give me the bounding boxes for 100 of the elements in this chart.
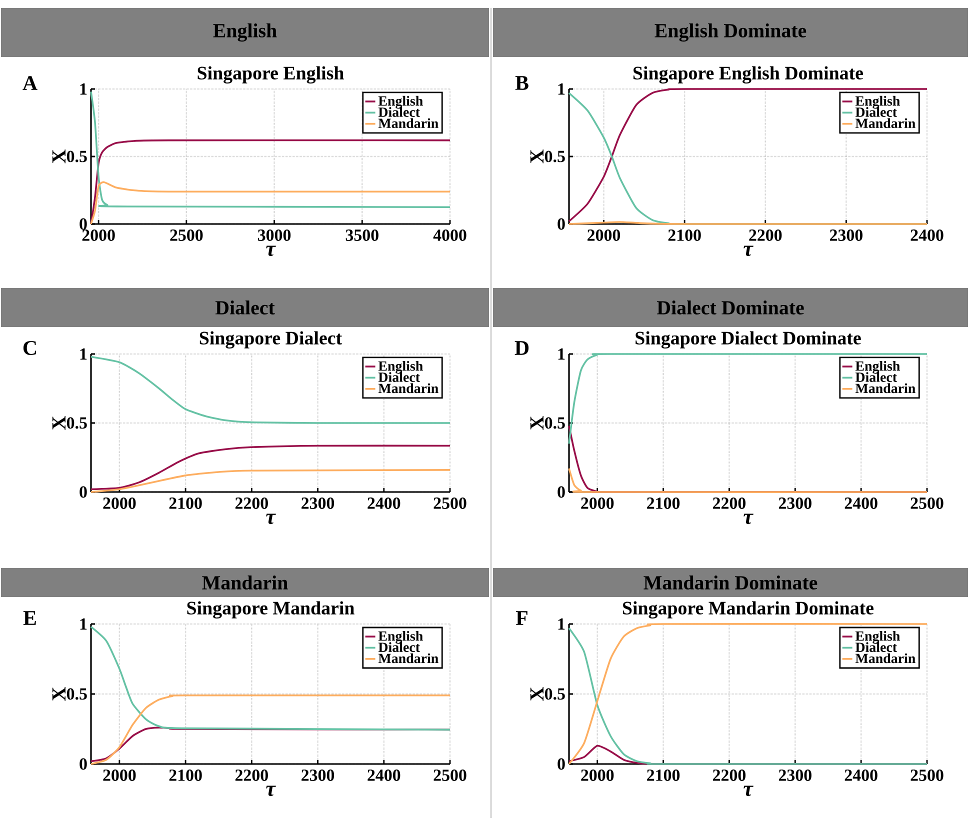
- y-tick-label: 0: [80, 486, 87, 498]
- y-tick-label: 1: [558, 83, 565, 95]
- y-tick-label: 0: [558, 758, 565, 770]
- x-tick-label: 2100: [169, 770, 202, 781]
- y-tick-label: 1: [558, 348, 565, 360]
- x-tick-label: 2500: [170, 230, 203, 241]
- x-tick-label: 2200: [749, 230, 782, 241]
- chart-subtitle: Singapore English: [198, 66, 344, 84]
- x-tick-label: 2100: [647, 770, 680, 781]
- x-tick-label: 2500: [910, 498, 944, 509]
- legend-label: English: [378, 96, 423, 109]
- chart-title: Mandarin Dominate: [644, 575, 818, 590]
- legend-label: English: [855, 360, 900, 374]
- x-tick-label: 2000: [581, 498, 614, 509]
- y-tick-label: 0: [80, 218, 87, 230]
- text: A: [22, 76, 38, 90]
- legend-label: Mandarin: [855, 653, 916, 664]
- x-tick-label: 2500: [434, 770, 466, 781]
- text: D: [514, 341, 529, 355]
- y-tick-label: 0.5: [66, 150, 87, 162]
- x-tick-label: 2200: [235, 770, 268, 781]
- x-tick-label: 3500: [346, 230, 378, 241]
- text: E: [23, 611, 36, 625]
- y-tick-label: 1: [558, 618, 565, 630]
- y-tick-label: 1: [80, 83, 87, 95]
- x-axis-title: τ: [744, 786, 754, 796]
- x-tick-label: 2300: [830, 230, 862, 241]
- y-axis-title: X: [530, 416, 544, 430]
- x-tick-label: 4000: [433, 230, 466, 241]
- x-tick-label: 2300: [302, 770, 334, 781]
- y-axis-title: X: [530, 687, 544, 701]
- x-tick-label: 2200: [235, 498, 268, 509]
- x-tick-label: 2000: [103, 770, 136, 781]
- chart-title: English Dominate: [654, 23, 806, 42]
- x-tick-label: 2300: [778, 770, 812, 781]
- y-tick-label: 0: [558, 218, 565, 230]
- y-tick-label: 0.5: [544, 688, 565, 700]
- y-tick-label: 0.5: [544, 417, 565, 429]
- y-axis-title: X: [530, 150, 544, 164]
- y-tick-label: 0: [80, 758, 87, 770]
- y-tick-label: 0.5: [66, 688, 87, 700]
- x-tick-label: 2300: [302, 498, 334, 509]
- chart-title: Dialect: [215, 300, 275, 314]
- legend-label: Dialect: [378, 642, 420, 652]
- chart-subtitle: Singapore Mandarin Dominate: [622, 601, 874, 618]
- legend-label: Dialect: [378, 107, 420, 117]
- legend-label: Mandarin: [855, 383, 916, 394]
- chart-subtitle: Singapore English Dominate: [633, 66, 864, 84]
- legend-label: English: [378, 630, 423, 644]
- legend-label: English: [855, 96, 900, 109]
- legend-label: Dialect: [855, 372, 897, 382]
- text: B: [515, 76, 528, 90]
- x-axis-title: τ: [266, 246, 276, 256]
- legend-label: Mandarin: [378, 383, 438, 394]
- legend-label: Dialect: [378, 372, 420, 382]
- legend-label: Dialect: [855, 642, 897, 652]
- x-tick-label: 3000: [258, 230, 291, 241]
- x-tick-label: 2000: [581, 770, 614, 781]
- legend-label: Mandarin: [855, 118, 916, 128]
- legend-label: English: [378, 360, 423, 374]
- x-tick-label: 2000: [82, 230, 115, 241]
- y-tick-label: 1: [80, 618, 87, 630]
- x-tick-label: 2200: [713, 770, 746, 781]
- x-tick-label: 2000: [588, 230, 620, 241]
- x-tick-label: 2000: [103, 498, 136, 509]
- y-tick-label: 1: [80, 348, 87, 360]
- x-tick-label: 2400: [910, 230, 944, 241]
- x-axis-title: τ: [744, 246, 754, 256]
- y-axis-title: X: [52, 150, 66, 164]
- x-tick-label: 2500: [434, 498, 466, 509]
- y-tick-label: 0: [558, 486, 565, 498]
- x-tick-label: 2100: [668, 230, 701, 241]
- x-tick-label: 2500: [910, 770, 944, 781]
- chart-subtitle: Singapore Dialect: [200, 331, 342, 348]
- x-tick-label: 2400: [368, 498, 400, 509]
- x-tick-label: 2300: [778, 498, 812, 509]
- legend-label: Mandarin: [378, 653, 438, 664]
- x-tick-label: 2200: [713, 498, 746, 509]
- text: C: [23, 340, 36, 356]
- chart-subtitle: Singapore Dialect Dominate: [636, 331, 861, 348]
- x-axis-title: τ: [744, 514, 754, 524]
- x-axis-title: τ: [266, 514, 276, 524]
- x-tick-label: 2400: [844, 498, 878, 509]
- chart-subtitle: Singapore Mandarin: [187, 601, 354, 618]
- legend-label: Mandarin: [378, 118, 438, 128]
- legend-label: Dialect: [855, 107, 897, 117]
- legend-label: English: [855, 630, 900, 644]
- y-axis-title: X: [52, 687, 66, 701]
- x-axis-title: τ: [266, 786, 276, 796]
- chart-title: Mandarin: [202, 575, 288, 590]
- chart-title: Dialect Dominate: [656, 300, 804, 314]
- y-tick-label: 0.5: [66, 417, 87, 429]
- text: F: [516, 611, 528, 625]
- y-axis-title: X: [52, 416, 66, 430]
- x-tick-label: 2100: [647, 498, 680, 509]
- y-tick-label: 0.5: [544, 150, 565, 162]
- x-tick-label: 2400: [844, 770, 878, 781]
- x-tick-label: 2100: [169, 498, 202, 509]
- chart-title: English: [213, 23, 277, 42]
- x-tick-label: 2400: [368, 770, 400, 781]
